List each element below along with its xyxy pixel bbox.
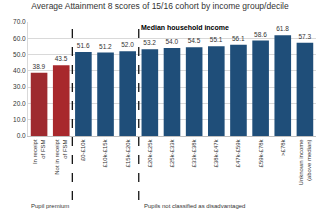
svg-text:60.0: 60.0: [13, 35, 26, 42]
svg-text:55.1: 55.1: [210, 36, 223, 43]
svg-text:£47k-£59k: £47k-£59k: [235, 138, 241, 167]
svg-text:53.2: 53.2: [143, 39, 156, 46]
svg-text:51.2: 51.2: [99, 43, 112, 50]
svg-text:£0-£10k: £0-£10k: [80, 138, 86, 161]
svg-text:52.0: 52.0: [121, 41, 134, 48]
svg-text:38.9: 38.9: [33, 63, 46, 70]
svg-text:>£78k: >£78k: [280, 138, 286, 156]
svg-text:58.6: 58.6: [254, 31, 267, 38]
svg-text:10.0: 10.0: [13, 116, 26, 123]
svg-text:Pupils not classified as disad: Pupils not classified as disadvantaged: [144, 203, 245, 209]
svg-text:50.0: 50.0: [13, 51, 26, 58]
svg-text:70.0: 70.0: [13, 18, 26, 25]
svg-text:£10k-£15k: £10k-£15k: [102, 138, 108, 167]
svg-text:40.0: 40.0: [13, 67, 26, 74]
svg-text:54.0: 54.0: [165, 38, 178, 45]
svg-text:Unknown income(above median): Unknown income(above median): [298, 139, 312, 186]
svg-text:51.6: 51.6: [77, 42, 90, 49]
svg-text:£59k-£78k: £59k-£78k: [258, 138, 264, 167]
svg-text:56.1: 56.1: [232, 35, 245, 42]
svg-text:£25k-£33k: £25k-£33k: [169, 138, 175, 167]
svg-text:61.8: 61.8: [276, 25, 289, 32]
svg-text:Median household income: Median household income: [141, 24, 229, 31]
svg-text:54.5: 54.5: [188, 37, 201, 44]
svg-text:57.3: 57.3: [298, 33, 311, 40]
svg-text:Average Attainment 8 scores of: Average Attainment 8 scores of 15/16 coh…: [31, 1, 289, 11]
svg-text:Not in receiptof FSM: Not in receiptof FSM: [54, 139, 68, 175]
svg-text:£15k-£20k: £15k-£20k: [125, 138, 131, 167]
svg-text:20.0: 20.0: [13, 100, 26, 107]
svg-text:43.5: 43.5: [55, 55, 68, 62]
svg-text:0.0: 0.0: [17, 132, 26, 139]
svg-text:£20k-£25k: £20k-£25k: [147, 138, 153, 167]
svg-text:In receiptof FSM: In receiptof FSM: [32, 139, 46, 164]
svg-text:Pupil premium: Pupil premium: [31, 203, 69, 209]
svg-text:£38k-£47k: £38k-£47k: [213, 138, 219, 167]
svg-text:£33k-£38k: £33k-£38k: [191, 138, 197, 167]
svg-text:30.0: 30.0: [13, 83, 26, 90]
